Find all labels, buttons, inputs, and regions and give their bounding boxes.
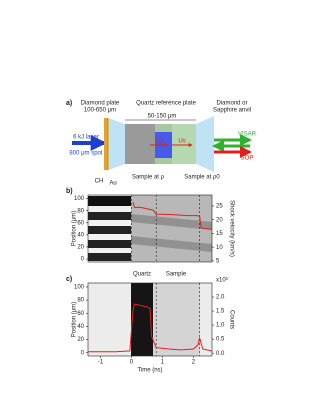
y-tick-label: 100 xyxy=(74,196,85,202)
label: 6 kJ laser xyxy=(73,135,99,141)
label: Diamond plate xyxy=(81,101,120,107)
streak-image-b xyxy=(88,195,212,262)
image xyxy=(88,196,131,206)
panel-label: b) xyxy=(66,188,73,195)
panel-label: c) xyxy=(66,276,72,283)
anvil xyxy=(196,116,214,172)
schematic: a) Diamond plate 100-650 μm Quartz refer… xyxy=(66,100,257,187)
y2-axis-label: Shock velocity (km/s) xyxy=(228,200,234,257)
label: SOP xyxy=(241,156,254,162)
label: Sample at ρ xyxy=(132,175,165,181)
sample-region xyxy=(155,158,172,164)
x-axis-label: Time (ns) xyxy=(137,368,162,374)
label: Sample at ρ0 xyxy=(184,175,220,181)
quartz-plate xyxy=(125,124,155,164)
label: Sapphire anvil xyxy=(213,108,251,114)
y-tick-label: 80 xyxy=(77,298,84,304)
annotation: Quartz xyxy=(133,272,151,278)
x-tick-label: -1 xyxy=(98,360,104,366)
plot-frame xyxy=(87,194,213,263)
label: CH xyxy=(95,179,104,185)
image xyxy=(153,283,200,356)
y-axis-label: Position (μm) xyxy=(72,211,78,246)
y2-tick-label: 20 xyxy=(216,217,223,223)
y-tick-label: 60 xyxy=(77,311,84,317)
ch-layer xyxy=(104,118,107,170)
label: Quartz reference plate xyxy=(136,101,196,107)
image xyxy=(131,214,212,230)
label: 100-650 μm xyxy=(84,108,116,114)
y2-exponent: x10³ xyxy=(216,278,228,284)
y2-tick-label: 0.5 xyxy=(216,337,225,343)
y2-tick-label: 1.0 xyxy=(216,323,225,329)
label: Us xyxy=(178,139,185,145)
y-tick-label: 0 xyxy=(81,350,85,356)
image xyxy=(131,283,153,356)
sample-region xyxy=(155,124,172,132)
y-axis-label: Position (μm) xyxy=(72,302,78,337)
image xyxy=(88,226,131,234)
streak-image-c xyxy=(88,283,212,356)
data-line xyxy=(88,303,213,353)
x-tick-label: 1 xyxy=(161,360,165,366)
y-tick-label: 80 xyxy=(77,208,84,214)
x-tick-label: 0 xyxy=(130,360,134,366)
y-tick-label: 60 xyxy=(77,220,84,226)
y-tick-label: 0 xyxy=(81,257,85,263)
x-tick-label: 2 xyxy=(192,360,196,366)
panel-label: a) xyxy=(66,100,72,107)
y2-tick-label: 25 xyxy=(216,204,223,210)
image xyxy=(88,240,131,248)
data-line xyxy=(132,201,213,230)
y-tick-label: 40 xyxy=(77,324,84,330)
image xyxy=(88,212,131,220)
image xyxy=(131,236,212,252)
label: 800 μm spot xyxy=(69,151,102,157)
annotation: Sample xyxy=(166,272,187,278)
label: 50-150 μm xyxy=(148,114,177,120)
label: VISAR xyxy=(238,132,257,138)
y2-tick-label: 10 xyxy=(216,245,223,251)
y-tick-label: 20 xyxy=(77,337,84,343)
label: Au xyxy=(109,181,116,187)
y2-tick-label: 2.0 xyxy=(216,295,225,301)
label: Diamond or xyxy=(216,101,247,107)
y2-tick-label: 15 xyxy=(216,231,223,237)
plot-frame xyxy=(87,282,213,357)
y2-tick-label: 1.5 xyxy=(216,309,225,315)
y2-tick-label: 5 xyxy=(216,258,220,264)
au-layer xyxy=(107,118,109,170)
diamond-plate xyxy=(108,118,125,170)
y2-axis-label: Counts xyxy=(228,310,234,329)
y-tick-label: 100 xyxy=(74,285,85,291)
y-tick-label: 40 xyxy=(77,232,84,238)
label: Up xyxy=(156,139,164,145)
y2-tick-label: 0.0 xyxy=(216,351,225,357)
y-tick-label: 20 xyxy=(77,244,84,250)
image xyxy=(88,253,131,261)
